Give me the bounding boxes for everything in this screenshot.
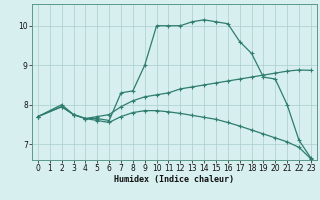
X-axis label: Humidex (Indice chaleur): Humidex (Indice chaleur) — [115, 175, 234, 184]
